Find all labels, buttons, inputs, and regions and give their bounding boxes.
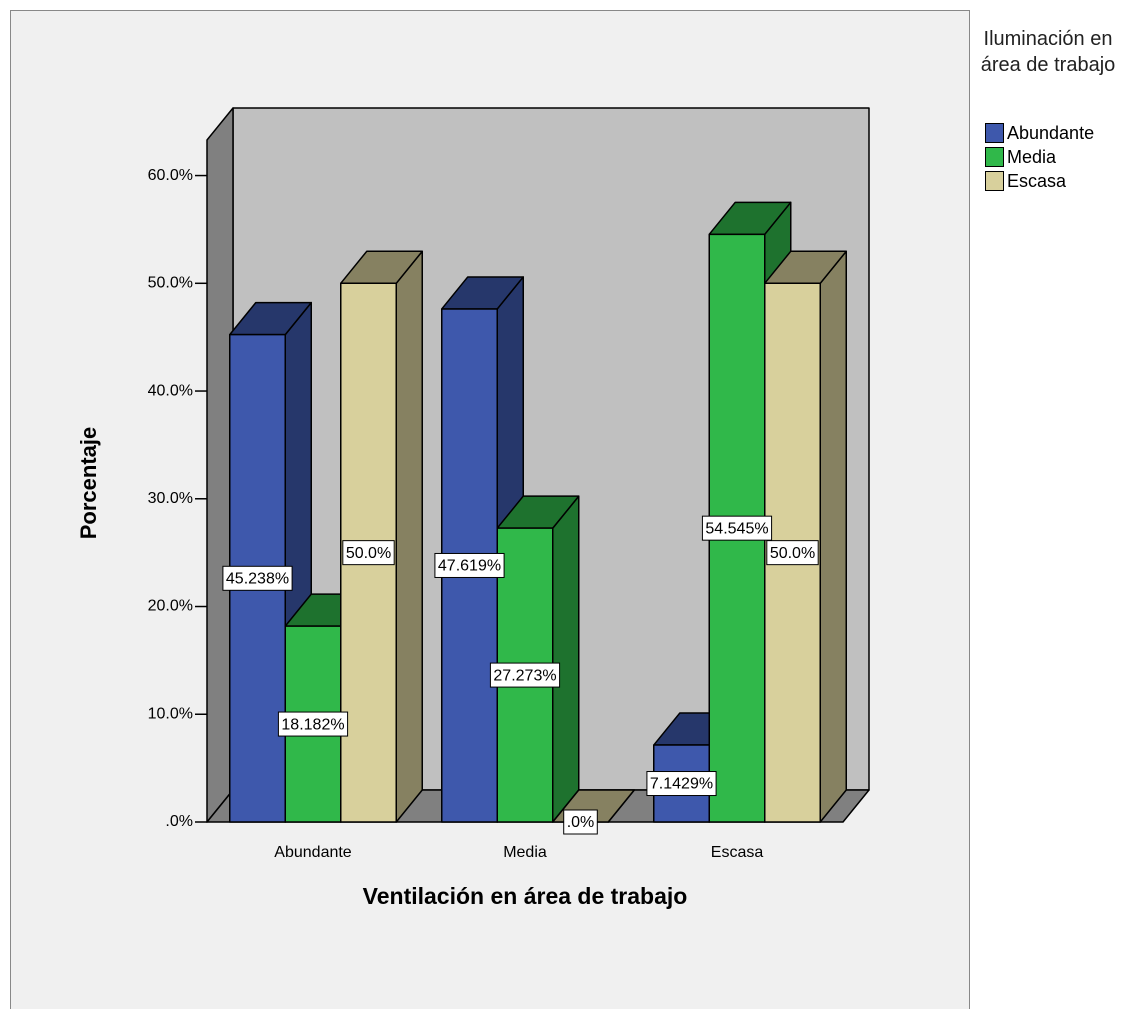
value-label-box xyxy=(766,540,819,566)
value-label-box xyxy=(563,809,598,835)
bar-side xyxy=(395,250,423,823)
y-tick-label: 30.0% xyxy=(148,490,193,507)
value-label: 47.619% xyxy=(438,558,501,575)
value-label-box xyxy=(434,552,505,578)
legend-label: Abundante xyxy=(1007,123,1094,143)
bar-side xyxy=(819,250,847,823)
legend-title: Iluminación en área de trabajo xyxy=(980,28,1116,76)
legend-swatch xyxy=(985,123,1004,143)
legend-swatch xyxy=(985,147,1004,167)
y-tick-label: 10.0% xyxy=(148,705,193,722)
value-label: 27.273% xyxy=(493,667,556,684)
value-label: 50.0% xyxy=(770,545,815,562)
value-label: 50.0% xyxy=(346,545,391,562)
bar-side xyxy=(552,495,580,823)
value-label: .0% xyxy=(567,814,595,831)
x-tick-label: Abundante xyxy=(274,844,352,861)
value-label-box xyxy=(646,771,717,797)
value-label-box xyxy=(342,540,395,566)
value-label: 7.1429% xyxy=(650,776,713,793)
value-label-box xyxy=(701,515,773,541)
value-label-box xyxy=(489,662,561,688)
legend-swatch xyxy=(985,171,1004,191)
x-tick-label: Media xyxy=(503,844,547,861)
y-tick-label: 50.0% xyxy=(148,275,193,292)
value-label: 45.238% xyxy=(226,571,289,588)
value-label-box xyxy=(277,711,349,737)
value-label-box xyxy=(222,565,293,591)
x-axis-title: Ventilación en área de trabajo xyxy=(363,883,688,909)
value-label: 54.545% xyxy=(705,520,768,537)
y-tick-label: .0% xyxy=(165,813,193,830)
y-tick-label: 40.0% xyxy=(148,382,193,399)
y-tick-label: 60.0% xyxy=(148,167,193,184)
x-tick-label: Escasa xyxy=(711,844,764,861)
y-axis-title: Porcentaje xyxy=(76,427,101,540)
y-tick-label: 20.0% xyxy=(148,598,193,615)
legend-label: Media xyxy=(1007,147,1057,167)
legend-label: Escasa xyxy=(1007,171,1067,191)
value-label: 18.182% xyxy=(281,716,344,733)
